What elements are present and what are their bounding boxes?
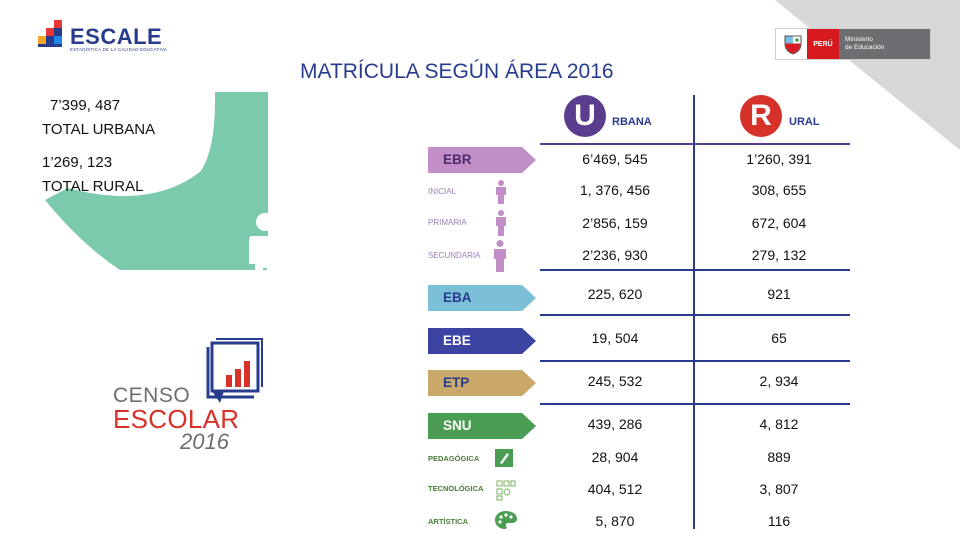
value-rural-inicial: 308, 655 [751,182,807,198]
value-rural-artistica: 116 [767,513,791,529]
row-label-secundaria: SECUNDARIA [428,251,481,260]
ministry-logo: PERÚ Ministerio de Educación [775,28,931,60]
ministry-line1: Ministerio [845,36,873,43]
row-separator [540,403,850,405]
row-label-ebe: EBE [428,328,536,354]
escolar-word: ESCOLAR [113,404,240,434]
person-icon [249,213,281,292]
value-urban-secundaria: 2’236, 930 [582,247,648,263]
row-label-primaria: PRIMARIA [428,218,467,227]
row-label-ebr: EBR [428,147,536,173]
value-rural-pedagogica: 889 [767,449,791,465]
row-label-inicial: INICIAL [428,187,457,196]
peru-label: PERÚ [807,29,839,59]
area-arc-graphic [45,92,268,270]
row-label-pedagogica: PEDAGÓGICA [428,454,480,463]
value-urban-pedagogica: 28, 904 [591,449,639,465]
value-urban-snu: 439, 286 [587,416,643,432]
book-chart-icon [206,338,263,403]
censo-word: CENSO [113,384,191,407]
total-urban-label: TOTAL URBANA [42,121,156,138]
student-icon [494,240,506,272]
value-rural-tecnologica: 3, 807 [759,481,799,497]
value-rural-snu: 4, 812 [759,416,799,432]
student-icon [496,210,506,236]
row-separator [540,269,850,271]
page-title: MATRÍCULA SEGÚN ÁREA 2016 [300,60,614,83]
value-urban-primaria: 2’856, 159 [582,215,648,231]
escale-logo-icon [38,20,62,47]
column-divider [693,95,695,529]
value-rural-ebe: 65 [771,330,787,346]
ministry-line2: de Educación [845,44,885,51]
value-urban-ebr: 6’469, 545 [582,151,648,167]
value-rural-eba: 921 [767,286,791,302]
value-rural-etp: 2, 934 [759,373,799,389]
row-label-snu: SNU [428,413,536,439]
censo-year: 2016 [180,429,229,454]
total-urban-value: 7’399, 487 [50,97,121,114]
value-rural-secundaria: 279, 132 [751,247,807,263]
value-urban-ebe: 19, 504 [591,330,639,346]
palette-icon [495,511,517,529]
row-label-etp: ETP [428,370,536,396]
row-separator [540,314,850,316]
row-label-artistica: ARTÍSTICA [428,517,468,526]
value-urban-eba: 225, 620 [587,286,643,302]
coat-of-arms-icon [784,35,802,55]
row-separator [540,143,850,145]
urban-header-rest: RBANA [612,116,652,128]
urban-letter: U [564,95,606,137]
student-icon [496,180,506,204]
value-urban-inicial: 1, 376, 456 [579,182,651,198]
escale-logo-name: ESCALE [70,24,163,49]
row-label-eba: EBA [428,285,536,311]
value-rural-ebr: 1’260, 391 [746,151,812,167]
rural-header-rest: URAL [789,116,820,128]
rural-letter: R [740,95,782,137]
pencil-icon [495,449,513,467]
value-rural-primaria: 672, 604 [751,215,807,231]
value-urban-tecnologica: 404, 512 [587,481,643,497]
gear-icon [496,480,516,501]
row-label-tecnologica: TECNOLÓGICA [428,484,484,493]
total-rural-value: 1’269, 123 [42,154,113,171]
value-urban-etp: 245, 532 [587,373,643,389]
escale-logo-subtitle: ESTADÍSTICA DE LA CALIDAD EDUCATIVA [70,47,168,52]
value-urban-artistica: 5, 870 [595,513,635,529]
ministry-name: Ministerio de Educación [839,29,930,59]
total-rural-label: TOTAL RURAL [42,178,144,195]
row-separator [540,360,850,362]
